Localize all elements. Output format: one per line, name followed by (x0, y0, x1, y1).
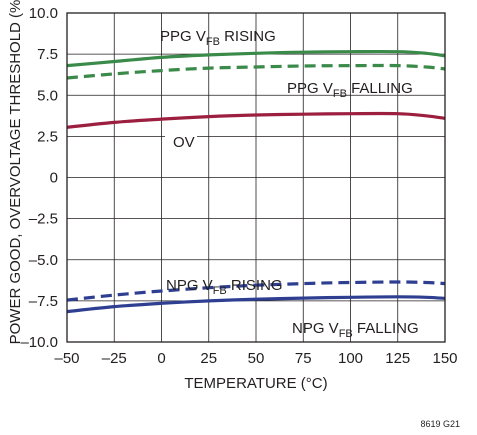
y-tick-label: 2.5 (37, 128, 58, 145)
x-tick-label: –50 (54, 350, 79, 367)
series-label-ov: OV (173, 134, 195, 151)
y-tick-label: 10.0 (29, 5, 58, 22)
y-tick-labels: –10.0 –7.5 –5.0 –2.5 0 2.5 5.0 7.5 10.0 (20, 5, 58, 351)
x-tick-label: 25 (200, 350, 217, 367)
plot-frame (66, 12, 446, 343)
y-tick-label: –5.0 (29, 252, 58, 269)
x-tick-label: 100 (338, 350, 363, 367)
y-tick-label: –10.0 (20, 334, 58, 351)
figure-note: 8619 G21 (420, 419, 460, 429)
y-tick-label: 0 (50, 170, 58, 187)
series-label-ppg-vfb-falling: PPG VFB FALLING (287, 80, 413, 100)
x-axis-title: TEMPERATURE (°C) (184, 375, 327, 392)
series-line-ov (66, 111, 446, 129)
x-tick-label: 50 (248, 350, 265, 367)
x-tick-label: 75 (295, 350, 312, 367)
y-tick-label: –7.5 (29, 293, 58, 310)
series-label-npg-vfb-rising: NPG VFB RISING (166, 277, 283, 297)
x-tick-label: –25 (102, 350, 127, 367)
y-tick-label: 7.5 (37, 46, 58, 63)
x-tick-label: 0 (157, 350, 165, 367)
series-lines (66, 49, 446, 314)
x-tick-label: 150 (432, 350, 457, 367)
series-label-backdrop (165, 133, 197, 151)
y-axis-title: POWER GOOD, OVERVOLTAGE THRESHOLD (%) (7, 0, 24, 344)
series-line-ppg-vfb-falling (66, 63, 446, 80)
series-label-npg-vfb-falling: NPG VFB FALLING (292, 320, 419, 340)
y-tick-label: –2.5 (29, 211, 58, 228)
series-line-npg-vfb-rising (66, 280, 446, 302)
series-label-ppg-vfb-rising: PPG VFB RISING (160, 28, 276, 48)
x-tick-label: 125 (385, 350, 410, 367)
y-tick-label: 5.0 (37, 87, 58, 104)
x-tick-labels: –50 –25 0 25 50 75 100 125 150 (54, 350, 457, 367)
series-line-ppg-vfb-rising (66, 49, 446, 68)
series-labels: PPG VFB RISING PPG VFB FALLING OV NPG VFB R… (160, 28, 419, 340)
series-line-npg-vfb-falling (66, 295, 446, 314)
